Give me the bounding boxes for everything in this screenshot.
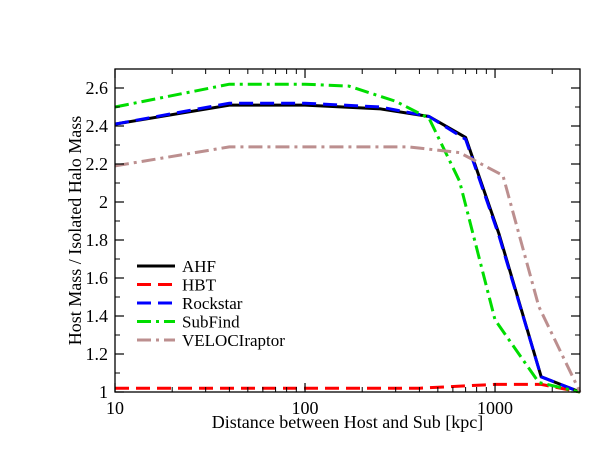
series-line-rockstar: [114, 101, 581, 394]
x-tick-label: 100: [292, 398, 319, 418]
series-line-hbt: [115, 382, 581, 394]
y-tick-label: 2: [99, 192, 108, 212]
legend-label-rockstar: Rockstar: [182, 294, 243, 313]
legend-label-velociraptor: VELOCIraptor: [182, 331, 285, 350]
series-line-velociraptor: [114, 145, 582, 393]
y-tick-label: 2.6: [86, 78, 109, 98]
y-tick-label: 1.8: [86, 230, 109, 250]
ticks-layer: 1 1.2 1.4 1.6 1.8 2 2.2 2.4 2.6 10 100 1000: [86, 69, 580, 418]
y-tick-label: 2.2: [86, 154, 109, 174]
y-tick-label: 2.4: [86, 116, 109, 136]
y-tick-label: 1: [99, 382, 108, 402]
x-tick-label: 10: [106, 398, 124, 418]
series-line-subfind: [114, 82, 581, 394]
x-axis-title: Distance between Host and Sub [kpc]: [212, 412, 483, 432]
y-tick-label: 1.6: [86, 268, 109, 288]
x-tick-label: 1000: [477, 398, 513, 418]
y-tick-label: 1.2: [86, 344, 109, 364]
y-tick-label: 1.4: [86, 306, 109, 326]
series-layer: [114, 82, 582, 394]
legend-label-ahf: AHF: [182, 257, 216, 276]
legend-label-hbt: HBT: [182, 276, 217, 295]
legend-label-subfind: SubFind: [182, 313, 240, 332]
plot-frame: [114, 68, 581, 393]
y-axis-title: Host Mass / Isolated Halo Mass: [65, 116, 85, 345]
